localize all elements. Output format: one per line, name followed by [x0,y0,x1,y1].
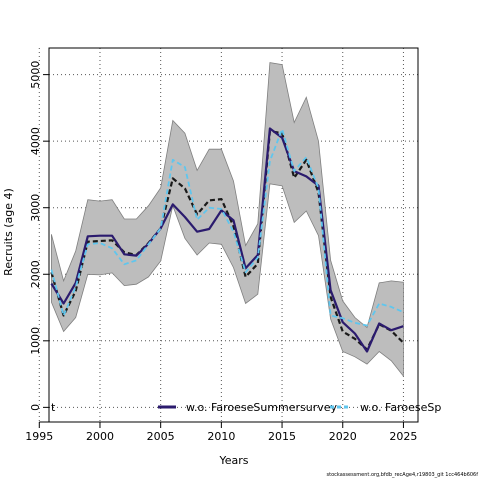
x-axis-label: Years [218,454,248,467]
y-tick-label-3000: 3000 [29,194,42,222]
x-tick-label-2005: 2005 [147,430,175,443]
x-tick-label-2010: 2010 [207,430,235,443]
y-tick-label-0: 0 [29,404,42,411]
x-tick-label-2020: 2020 [329,430,357,443]
series-line-wo-summer [50,127,404,353]
series-line-base [50,130,405,351]
legend-fragment-left: t [51,401,56,414]
x-tick-label-1995: 1995 [25,430,53,443]
series-line-wo-spring [50,128,404,327]
y-axis-label: Recruits (age 4) [2,188,15,276]
y-tick-label-5000: 5000 [29,61,42,89]
y-tick-label-1000: 1000 [29,327,42,355]
y-axis: 0 1000 2000 3000 4000 5000 [29,61,49,411]
y-tick-label-2000: 2000 [29,260,42,288]
x-tick-label-2025: 2025 [389,430,417,443]
x-tick-label-2000: 2000 [86,430,114,443]
x-tick-label-2015: 2015 [268,430,296,443]
footer-source: stockassessment.org,bfdb_recAge4,r19803_… [326,472,478,478]
legend-label-wo-spring: w.o. FaroeseSp [360,401,441,414]
x-axis: 1995 2000 2005 2010 2015 2020 2025 [25,421,417,443]
legend: t w.o. FaroeseSummersurvey w.o. FaroeseS… [51,401,441,414]
series-lines-layer [50,127,405,353]
y-tick-label-4000: 4000 [29,127,42,155]
legend-label-wo-summer: w.o. FaroeseSummersurvey [186,401,338,414]
